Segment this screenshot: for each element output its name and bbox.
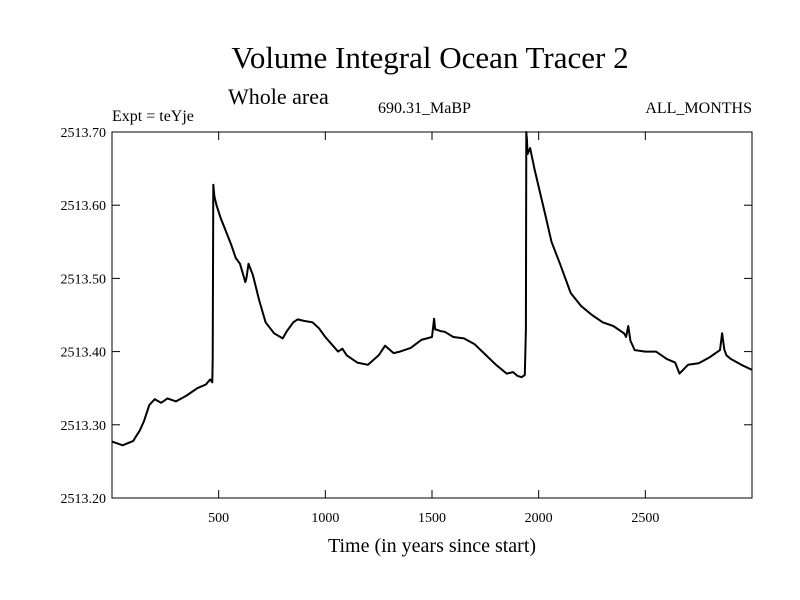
period-label: 690.31_MaBP	[378, 100, 471, 117]
chart-title: Volume Integral Ocean Tracer 2	[231, 40, 628, 75]
plot-frame	[111, 131, 753, 499]
y-tick-label: 2513.30	[61, 419, 107, 434]
y-tick-label: 2513.20	[61, 492, 107, 507]
experiment-label: Expt = teYje	[112, 108, 194, 125]
chart-subtitle: Whole area	[228, 84, 329, 109]
x-tick-label: 500	[208, 511, 229, 526]
y-tick-label: 2513.70	[61, 126, 107, 141]
x-tick-label: 2000	[525, 511, 553, 526]
x-tick-label: 1000	[311, 511, 339, 526]
y-tick-label: 2513.50	[61, 272, 107, 287]
y-tick-label: 2513.60	[61, 199, 107, 214]
x-axis-label: Time (in years since start)	[328, 535, 536, 557]
y-tick-label: 2513.40	[61, 346, 107, 361]
y-axis: 2513.20 2513.30 2513.40 2513.50 2513.60 2513.…	[61, 126, 752, 507]
x-tick-label: 2500	[631, 511, 659, 526]
x-tick-label: 1500	[418, 511, 446, 526]
series-line	[111, 131, 753, 447]
months-label: ALL_MONTHS	[645, 100, 752, 117]
x-axis: 500 1000 1500 2000 2500	[208, 132, 659, 526]
